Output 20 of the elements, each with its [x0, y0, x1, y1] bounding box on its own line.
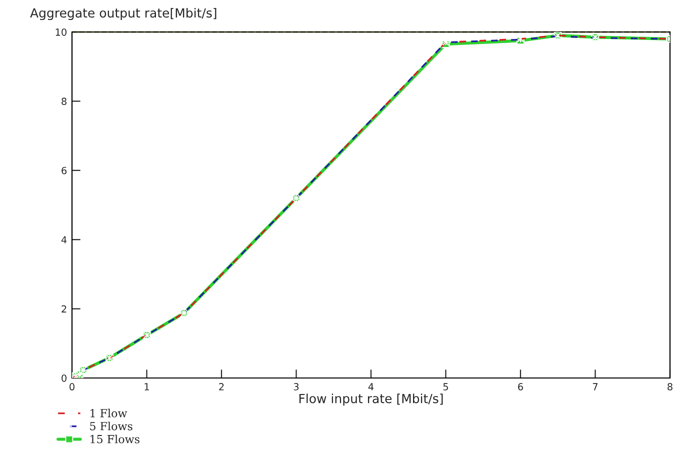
x-tick-label: 3 [294, 383, 299, 390]
y-tick-label: 10 [56, 28, 66, 36]
x-tick-label: 5 [443, 383, 448, 390]
legend-label: 1 Flow [90, 408, 128, 418]
y-tick-label: 8 [62, 98, 66, 106]
legend-label: 5 Flows [90, 422, 132, 430]
y-tick-label: 2 [62, 305, 66, 312]
x-axis-title: Flow input rate [Mbit/s] [299, 394, 443, 406]
y-axis-title: Aggregate output rate[Mbit/s] [30, 8, 216, 20]
y-tick-label: 4 [61, 236, 67, 244]
x-tick-label: 4 [368, 383, 374, 390]
x-tick-label: 2 [219, 383, 224, 390]
x-tick-label: 0 [70, 383, 74, 390]
legend-label: 15 Flows [90, 434, 140, 444]
y-tick-label: 6 [62, 166, 67, 174]
x-tick-label: 7 [592, 383, 598, 390]
x-tick-label: 1 [144, 383, 149, 390]
y-tick-label: 0 [62, 374, 66, 382]
x-tick-label: 6 [518, 383, 523, 390]
x-tick-label: 8 [668, 383, 672, 390]
